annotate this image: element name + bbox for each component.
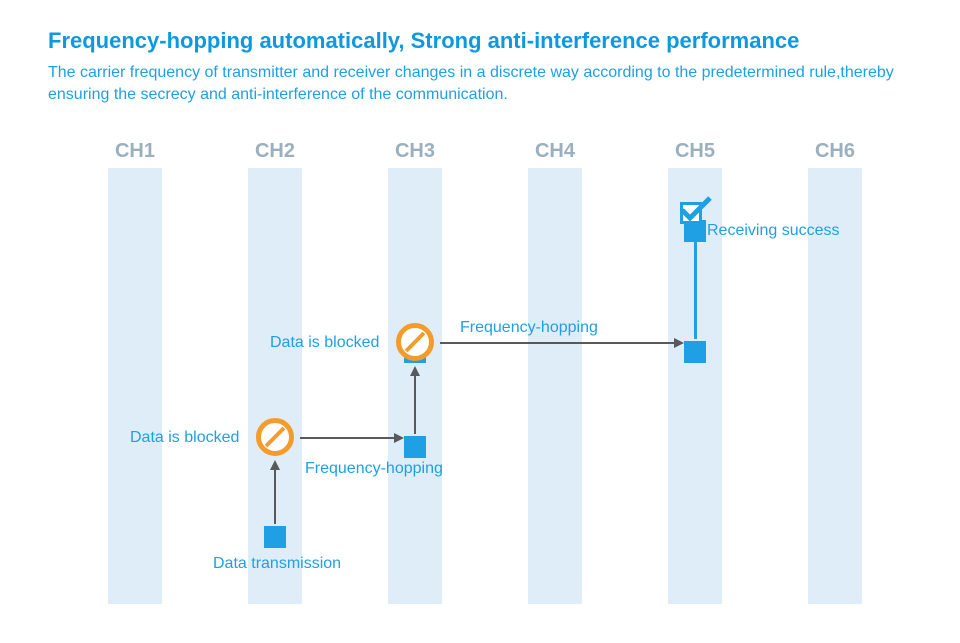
channel-bar bbox=[528, 168, 582, 604]
blocked-icon bbox=[256, 418, 294, 456]
data-square-icon bbox=[404, 436, 426, 458]
data-square-icon bbox=[684, 341, 706, 363]
blocked-icon bbox=[396, 323, 434, 361]
diagram-page: Frequency-hopping automatically, Strong … bbox=[0, 0, 960, 643]
channel-label: CH6 bbox=[798, 140, 872, 163]
arrow-line bbox=[274, 462, 276, 524]
arrow-head-icon bbox=[410, 366, 420, 376]
diagram-label: Receiving success bbox=[707, 222, 840, 240]
arrow-line bbox=[694, 232, 697, 339]
diagram-label: Data is blocked bbox=[270, 334, 379, 352]
channel-label: CH3 bbox=[378, 140, 452, 163]
title: Frequency-hopping automatically, Strong … bbox=[48, 28, 799, 54]
diagram-label: Frequency-hopping bbox=[460, 319, 598, 337]
arrow-line bbox=[300, 437, 396, 439]
channel-label: CH5 bbox=[658, 140, 732, 163]
arrow-line bbox=[414, 368, 416, 434]
channel-label: CH1 bbox=[98, 140, 172, 163]
data-square-icon bbox=[264, 526, 286, 548]
subtitle: The carrier frequency of transmitter and… bbox=[48, 62, 908, 106]
channel-bar bbox=[108, 168, 162, 604]
diagram-label: Data is blocked bbox=[130, 429, 239, 447]
channel-label: CH2 bbox=[238, 140, 312, 163]
channel-label: CH4 bbox=[518, 140, 592, 163]
arrow-head-icon bbox=[270, 460, 280, 470]
check-mark-icon bbox=[678, 194, 712, 222]
diagram-label: Frequency-hopping bbox=[305, 460, 443, 478]
arrow-head-icon bbox=[394, 433, 404, 443]
diagram-label: Data transmission bbox=[213, 555, 341, 573]
arrow-head-icon bbox=[674, 338, 684, 348]
arrow-line bbox=[440, 342, 676, 344]
